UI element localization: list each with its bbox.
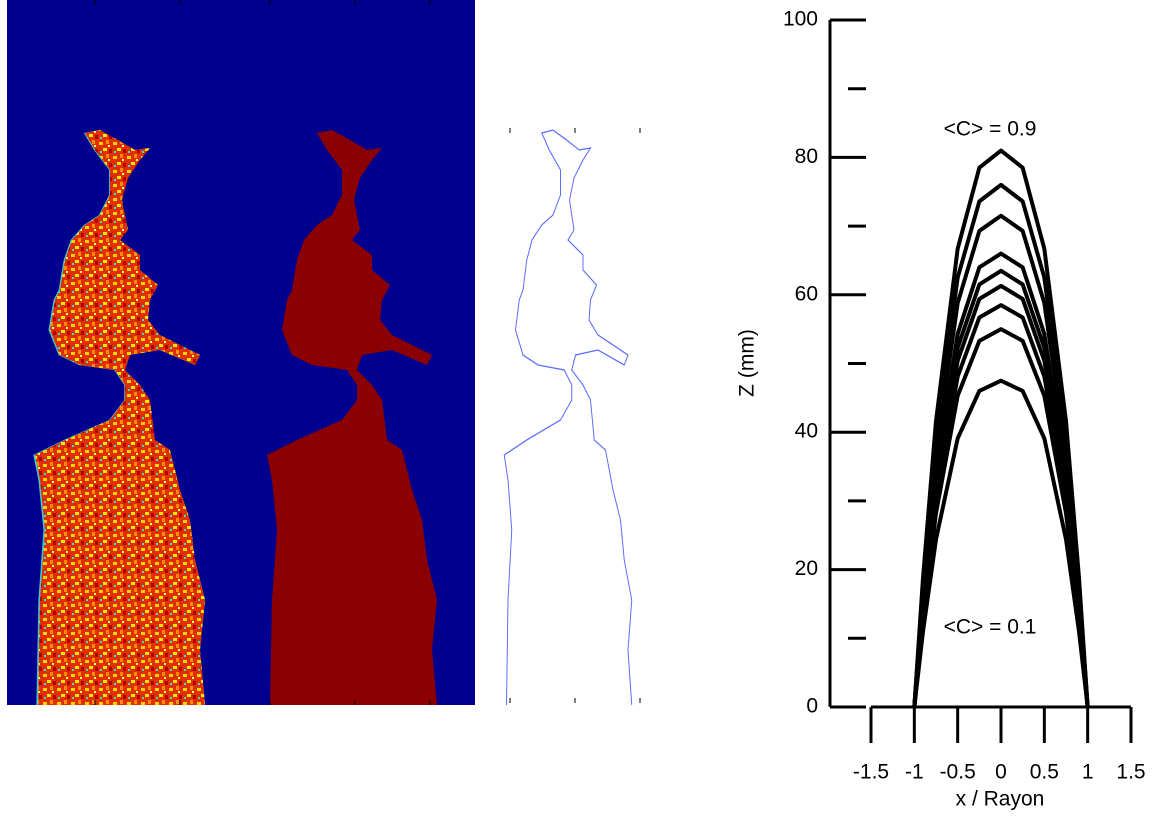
x-axis-label: x / Rayon [956,788,1045,811]
annotation: <C> = 0.1 [944,616,1037,639]
y-tick-label: 40 [795,420,818,443]
curve [912,303,1090,708]
y-tick-label: 100 [783,8,818,31]
x-tick-label: -1.5 [853,761,889,784]
y-tick-label: 80 [795,145,818,168]
image-ticks [94,0,641,705]
y-tick-label: 20 [795,557,818,580]
flame-contour [503,129,633,706]
x-tick-label: 0.5 [1030,761,1059,784]
x-tick-label: -1 [905,761,924,784]
x-tick-label: -0.5 [940,761,976,784]
flame-images [7,0,641,706]
chart: x / Rayon Z (mm) <C> = 0.9 <C> = 0.1 0 20… [736,8,1146,811]
curve [912,327,1090,708]
x-tick-label: 1 [1082,761,1094,784]
y-tick-label: 60 [795,282,818,305]
x-tick-label: 0 [995,761,1007,784]
y-axis-label: Z (mm) [736,329,759,397]
x-tick-label: 1.5 [1116,761,1145,784]
annotation: <C> = 0.9 [944,118,1037,141]
curve [912,378,1090,708]
y-tick-label: 0 [806,695,818,718]
